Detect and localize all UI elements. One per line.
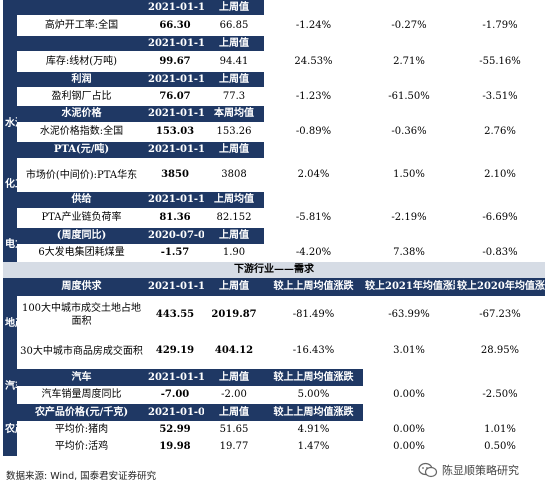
- table-row: 库存:线材(万吨) 99.67 94.41 24.53% 2.71% -55.1…: [45, 55, 521, 67]
- category-steel: [3, 0, 17, 106]
- table-row: 水泥价格指数:全国 153.03 153.26 -0.89% -0.36% 2.…: [39, 126, 516, 137]
- table-row: 100大中城市成交土地占地面积 443.55 2019.87 -81.49% -…: [21, 302, 521, 327]
- category-power: 电力: [3, 228, 17, 262]
- table-row: 地产 周度供求 2021-01-10 上周值 较上上周均值涨跌 较上2021年均…: [3, 278, 545, 369]
- watermark-text: 陈显顺策略研究: [442, 464, 519, 477]
- table-row: PTA产业链负荷率 81.36 82.152 -5.81% -2.19% -6.…: [41, 212, 518, 223]
- table-row: 6大发电集团耗煤量 -1.57 1.90 -4.20% 7.38% -0.83%: [38, 247, 518, 258]
- source-note: 数据来源: Wind, 国泰君安证券研究: [6, 471, 157, 482]
- wechat-icon: [418, 462, 438, 478]
- watermark: 陈显顺策略研究: [418, 462, 519, 478]
- table-row: 水泥 水泥价格 2021-01-14 本周均值: [3, 106, 545, 142]
- data-table: 2021-01-15 上周值 高炉开工率:全国 66.30 66.85 -1.2…: [3, 0, 545, 456]
- table-row: 2021-01-15 上周值: [3, 36, 545, 51]
- table-row: 利润 2021-01-15 上周值: [3, 72, 545, 87]
- table-row: 盈利钢厂占比 76.07 77.3 -1.23% -61.50% -3.51%: [51, 90, 518, 102]
- table-row: 汽车 汽车 2021-01-10 上周值 较上上周均值涨跌: [3, 369, 545, 404]
- table-row: 化工 PTA(元/吨) 2021-01-15 上周值: [3, 142, 545, 228]
- table-row: 市场价(中间价):PTA华东 3850 3808 2.04% 1.50% 2.1…: [25, 169, 516, 181]
- category-cement: 水泥: [3, 106, 17, 142]
- table-row: 高炉开工率:全国 66.30 66.85 -1.24% -0.27% -1.79…: [44, 19, 518, 31]
- table-row: 供给 2021-01-14 上周均值: [3, 192, 545, 208]
- category-realestate: 地产: [3, 278, 17, 369]
- table-row: 电力 (周度同比) 2020-07-04 上周值: [3, 228, 545, 262]
- category-agri: 农产品: [3, 404, 17, 456]
- table-row: 2021-01-15 上周值: [3, 0, 545, 106]
- table-row: 平均价:猪肉 52.99 51.65 4.91% 0.00% 1.01%: [54, 423, 516, 435]
- category-auto: 汽车: [3, 369, 17, 404]
- table-row: 汽车销量周度同比 -7.00 -2.00 5.00% 0.00% -2.50%: [41, 389, 518, 400]
- table-row: 平均价:活鸡 19.98 19.77 1.47% 0.00% 0.50%: [54, 441, 516, 452]
- section-title: 下游行业——需求: [3, 262, 545, 278]
- category-chemical: 化工: [3, 142, 17, 228]
- section-header: 下游行业——需求: [3, 262, 545, 278]
- table-row: 30大中城市商品房成交面积 429.19 404.12 -16.43% 3.01…: [20, 345, 520, 357]
- table-row: 农产品 农产品价格(元/千克) 2021-01-06 上周值 较上上周均值涨跌: [3, 404, 545, 456]
